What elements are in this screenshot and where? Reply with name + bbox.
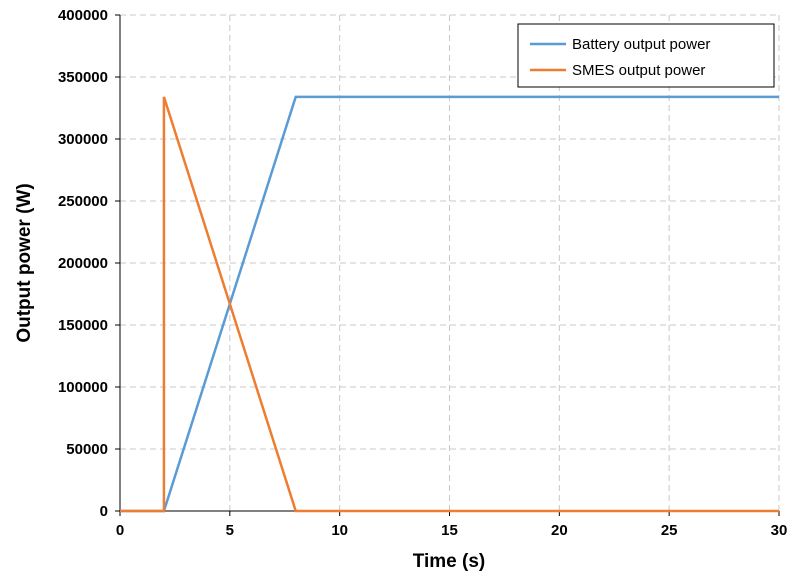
y-tick-label: 100000 [58,379,108,396]
x-tick-label: 15 [441,522,458,539]
x-tick-label: 0 [116,522,124,539]
x-tick-label: 25 [661,522,678,539]
y-tick-label: 200000 [58,255,108,272]
x-tick-label: 10 [331,522,348,539]
series-lines [120,95,779,513]
tick-labels: 0 5 10 15 20 25 30 0 50000 100000 150000 200000 2500… [58,7,787,539]
legend-label: SMES output power [572,62,705,79]
y-tick-label: 150000 [58,317,108,334]
grid-lines [120,14,780,511]
x-tick-label: 30 [771,522,788,539]
x-tick-label: 20 [551,522,568,539]
y-tick-label: 400000 [58,7,108,24]
y-tick-label: 300000 [58,131,108,148]
y-tick-label: 50000 [66,441,108,458]
series-line [120,96,779,513]
axes [115,14,780,516]
y-axis-title: Output power (W) [14,183,35,342]
x-axis-title: Time (s) [413,551,486,572]
legend-box [517,23,775,88]
x-tick-label: 5 [226,522,234,539]
y-tick-label: 350000 [58,69,108,86]
legend-label: Battery output power [572,36,710,53]
y-tick-label: 0 [100,503,108,520]
legend: Battery output power SMES output power [517,23,775,88]
y-tick-label: 250000 [58,193,108,210]
